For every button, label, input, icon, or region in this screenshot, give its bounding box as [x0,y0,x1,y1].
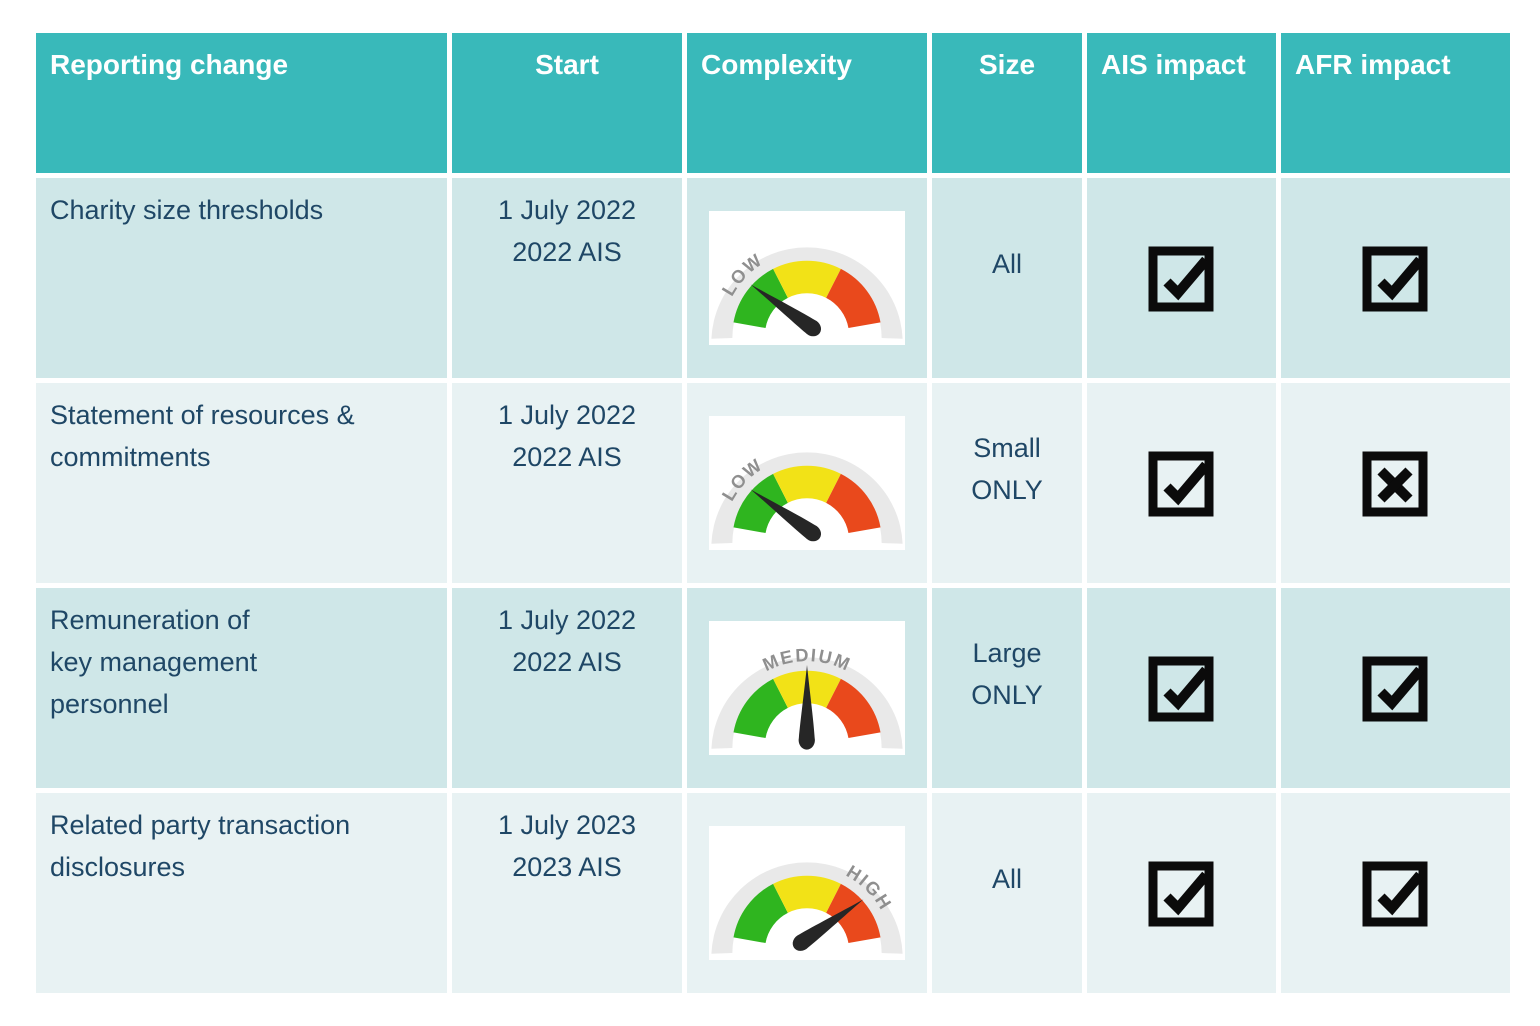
row-3-change-line: Remuneration of [50,605,250,635]
checked-checkbox-icon [1362,246,1427,312]
row-1-size: All [932,178,1082,378]
complexity-gauge-image: LOW [709,416,905,550]
row-3-size-line: ONLY [971,680,1043,710]
row-1-complexity: LOW [687,178,927,378]
row-4-afr-impact [1281,793,1510,993]
complexity-gauge-image: LOW [709,211,905,345]
row-3-afr-impact [1281,588,1510,788]
complexity-gauge-low-icon: LOW [711,452,903,544]
header-complexity: Complexity [687,33,927,173]
row-4-start-date: 1 July 2023 [497,810,637,840]
row-3-start-ais: 2022 AIS [512,646,622,677]
crossed-checkbox-icon [1362,451,1427,517]
row-2-size-line: Small [973,433,1041,464]
row-3-ais-impact [1087,588,1276,788]
row-3-size-line: Large [972,638,1042,669]
row-1-change-line: Charity size thresholds [50,195,324,225]
checked-checkbox-icon [1148,246,1213,312]
row-3-reporting-change: Remuneration of key management personnel [36,588,447,788]
row-2-start: 1 July 2022 2022 AIS [452,383,682,583]
row-3-complexity: MEDIUM [687,588,927,788]
header-reporting-change: Reporting change [36,33,447,173]
row-4-reporting-change: Related party transaction disclosures [36,793,447,993]
complexity-gauge-medium-icon: MEDIUM [711,645,903,750]
row-1-ais-impact [1087,178,1276,378]
row-1-afr-impact [1281,178,1510,378]
row-1-reporting-change: Charity size thresholds [36,178,447,378]
complexity-gauge-high-icon: HIGH [711,861,903,954]
row-1-start-ais: 2022 AIS [512,236,622,267]
complexity-gauge-image: MEDIUM [709,621,905,755]
header-afr-impact: AFR impact [1281,33,1510,173]
checked-checkbox-icon [1362,861,1427,927]
header-start: Start [452,33,682,173]
row-1-start-date: 1 July 2022 [497,195,637,225]
row-4-size: All [932,793,1082,993]
row-3-change-line: personnel [50,688,169,719]
checked-checkbox-icon [1148,656,1213,722]
checked-checkbox-icon [1148,451,1213,517]
row-1-size-line: All [991,249,1022,280]
row-4-size-line: All [991,864,1022,895]
row-2-change-line: commitments [50,441,211,472]
row-4-complexity: HIGH [687,793,927,993]
row-4-ais-impact [1087,793,1276,993]
row-2-size: Small ONLY [932,383,1082,583]
row-2-change-line: Statement of resources & [50,400,355,430]
row-2-reporting-change: Statement of resources & commitments [36,383,447,583]
header-size: Size [932,33,1082,173]
row-2-start-ais: 2022 AIS [512,441,622,472]
row-1-start: 1 July 2022 2022 AIS [452,178,682,378]
checked-checkbox-icon [1148,861,1213,927]
row-4-change-line: disclosures [50,851,186,882]
row-3-size: Large ONLY [932,588,1082,788]
row-4-start-ais: 2023 AIS [512,851,622,882]
header-ais-impact: AIS impact [1087,33,1276,173]
row-3-change-line: key management [50,646,258,677]
row-3-start: 1 July 2022 2022 AIS [452,588,682,788]
row-4-change-line: Related party transaction [50,810,351,840]
row-3-start-date: 1 July 2022 [497,605,637,635]
row-2-size-line: ONLY [971,475,1043,505]
checked-checkbox-icon [1362,656,1427,722]
reporting-changes-table: Reporting change Start Complexity Size A… [36,33,1510,993]
row-4-start: 1 July 2023 2023 AIS [452,793,682,993]
complexity-gauge-image: HIGH [709,826,905,960]
row-2-start-date: 1 July 2022 [497,400,637,430]
row-2-complexity: LOW [687,383,927,583]
row-2-afr-impact [1281,383,1510,583]
complexity-gauge-low-icon: LOW [711,247,903,339]
row-2-ais-impact [1087,383,1276,583]
